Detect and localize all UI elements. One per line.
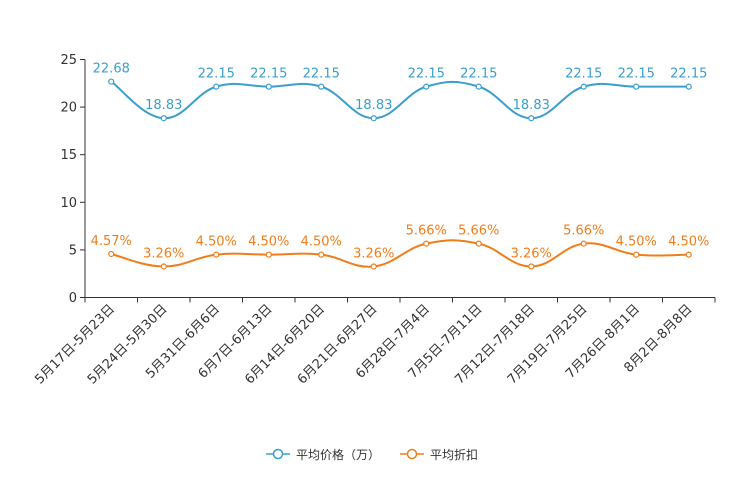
data-label: 4.50% xyxy=(248,235,289,250)
data-point xyxy=(423,83,430,90)
data-label: 4.50% xyxy=(616,235,657,250)
data-label: 22.15 xyxy=(670,67,707,82)
data-point xyxy=(318,83,325,90)
data-label: 3.26% xyxy=(143,246,184,261)
y-tick-label: 25 xyxy=(60,53,77,68)
data-label: 4.50% xyxy=(301,235,342,250)
data-label: 3.26% xyxy=(353,246,394,261)
data-point xyxy=(160,115,167,122)
data-point xyxy=(108,78,115,85)
data-point xyxy=(475,240,482,247)
legend-item-price[interactable]: 平均价格（万） xyxy=(265,446,380,463)
y-tick-label: 20 xyxy=(60,101,77,116)
data-point xyxy=(213,251,220,258)
data-label: 22.15 xyxy=(408,67,445,82)
y-tick-label: 0 xyxy=(69,291,77,306)
data-label: 5.66% xyxy=(563,224,604,239)
data-point xyxy=(160,263,167,270)
data-label: 22.15 xyxy=(618,67,655,82)
data-label: 22.15 xyxy=(460,67,497,82)
data-point xyxy=(633,251,640,258)
legend-label-discount: 平均折扣 xyxy=(430,447,479,462)
data-label: 5.66% xyxy=(458,224,499,239)
data-point xyxy=(685,251,692,258)
data-point xyxy=(108,250,115,258)
data-point xyxy=(633,83,640,90)
legend-discount-line-icon xyxy=(400,448,424,460)
data-label: 22.15 xyxy=(565,67,602,82)
data-label: 4.50% xyxy=(668,235,709,250)
data-point xyxy=(265,251,272,258)
data-label: 18.83 xyxy=(355,98,392,113)
data-label: 22.15 xyxy=(250,67,287,82)
data-point xyxy=(370,263,377,270)
series-line-0 xyxy=(110,80,689,120)
legend-label-price: 平均价格（万） xyxy=(295,447,380,462)
data-label: 4.57% xyxy=(91,234,132,249)
data-label: 18.83 xyxy=(513,98,550,113)
data-point xyxy=(423,240,430,247)
data-point xyxy=(685,83,692,90)
y-tick-label: 5 xyxy=(69,243,77,258)
data-point xyxy=(318,251,325,258)
data-label: 22.15 xyxy=(303,67,340,82)
data-point xyxy=(475,83,482,90)
y-tick-label: 10 xyxy=(60,196,77,211)
data-point xyxy=(265,83,272,90)
y-tick-label: 15 xyxy=(60,148,77,163)
data-point xyxy=(580,83,587,90)
data-label: 22.15 xyxy=(198,67,235,82)
legend-item-discount[interactable]: 平均折扣 xyxy=(400,446,478,463)
data-label: 18.83 xyxy=(145,98,182,113)
data-label: 22.68 xyxy=(93,62,130,77)
line-chart: 05101520255月17日-5月23日5月24日-5月30日5月31日-6月… xyxy=(32,53,716,388)
data-point xyxy=(528,263,535,270)
series-line-1 xyxy=(111,239,689,268)
data-label: 3.26% xyxy=(511,246,552,261)
data-label: 4.50% xyxy=(196,235,237,250)
legend-price-line-icon xyxy=(265,448,290,460)
legend: 平均价格（万） 平均折扣 xyxy=(0,444,744,464)
data-point xyxy=(370,115,377,122)
data-point xyxy=(213,83,220,90)
data-point xyxy=(580,240,587,247)
data-label: 5.66% xyxy=(406,224,447,239)
data-point xyxy=(528,115,535,122)
